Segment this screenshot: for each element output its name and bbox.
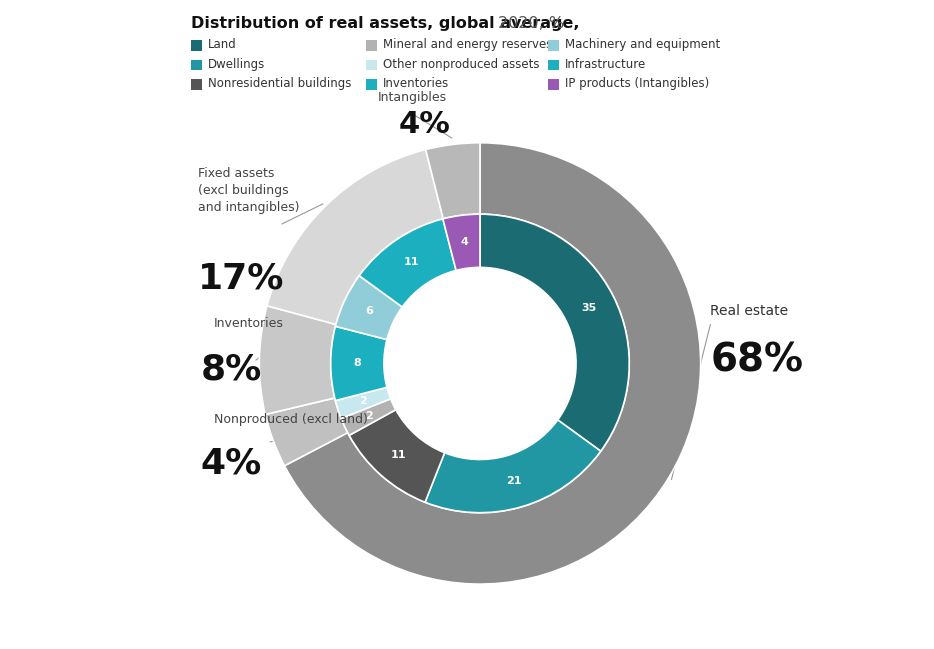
Wedge shape bbox=[443, 214, 480, 271]
Wedge shape bbox=[480, 214, 630, 451]
Text: 2: 2 bbox=[365, 411, 373, 421]
Wedge shape bbox=[426, 143, 480, 219]
Wedge shape bbox=[331, 326, 387, 400]
Wedge shape bbox=[285, 143, 700, 584]
FancyBboxPatch shape bbox=[366, 79, 376, 90]
Text: Machinery and equipment: Machinery and equipment bbox=[565, 38, 720, 51]
Text: Nonresidential buildings: Nonresidential buildings bbox=[208, 77, 351, 90]
Text: 4%: 4% bbox=[399, 110, 451, 140]
Wedge shape bbox=[360, 219, 456, 307]
Text: Dwellings: Dwellings bbox=[208, 58, 265, 71]
Text: Inventories: Inventories bbox=[383, 77, 449, 90]
FancyBboxPatch shape bbox=[548, 60, 559, 70]
Text: 35: 35 bbox=[582, 302, 597, 313]
Text: Other nonproduced assets: Other nonproduced assets bbox=[383, 58, 540, 71]
Text: 68%: 68% bbox=[711, 341, 803, 380]
Text: Intangibles: Intangibles bbox=[377, 91, 446, 104]
Text: Inventories: Inventories bbox=[214, 317, 284, 330]
Text: Infrastructure: Infrastructure bbox=[565, 58, 646, 71]
Text: 11: 11 bbox=[403, 257, 418, 267]
Text: Fixed assets
(excl buildings
and intangibles): Fixed assets (excl buildings and intangi… bbox=[198, 167, 299, 214]
Wedge shape bbox=[260, 306, 336, 415]
Text: 17%: 17% bbox=[198, 262, 284, 295]
Text: 11: 11 bbox=[391, 450, 406, 460]
Text: Distribution of real assets, global average,: Distribution of real assets, global aver… bbox=[191, 16, 580, 31]
Text: 4: 4 bbox=[460, 237, 469, 247]
Wedge shape bbox=[335, 276, 403, 339]
Text: Real estate: Real estate bbox=[711, 304, 788, 318]
Wedge shape bbox=[265, 398, 347, 466]
Text: 8: 8 bbox=[353, 358, 361, 369]
Wedge shape bbox=[425, 420, 601, 513]
Text: Nonproduced (excl land): Nonproduced (excl land) bbox=[214, 413, 368, 426]
FancyBboxPatch shape bbox=[191, 60, 202, 70]
Text: 2: 2 bbox=[360, 397, 367, 406]
Wedge shape bbox=[267, 149, 444, 324]
FancyBboxPatch shape bbox=[366, 60, 376, 70]
FancyBboxPatch shape bbox=[366, 40, 376, 51]
Circle shape bbox=[384, 267, 576, 459]
Text: Mineral and energy reserves: Mineral and energy reserves bbox=[383, 38, 553, 51]
FancyBboxPatch shape bbox=[548, 79, 559, 90]
FancyBboxPatch shape bbox=[191, 40, 202, 51]
Text: 8%: 8% bbox=[201, 352, 262, 386]
Text: 2020, %: 2020, % bbox=[493, 16, 564, 31]
Text: 6: 6 bbox=[365, 306, 373, 316]
FancyBboxPatch shape bbox=[191, 79, 202, 90]
Text: IP products (Intangibles): IP products (Intangibles) bbox=[565, 77, 709, 90]
Text: Land: Land bbox=[208, 38, 237, 51]
Text: 21: 21 bbox=[506, 476, 522, 486]
Text: 4%: 4% bbox=[201, 447, 262, 480]
FancyBboxPatch shape bbox=[548, 40, 559, 51]
Wedge shape bbox=[349, 410, 445, 502]
Wedge shape bbox=[341, 398, 396, 435]
Wedge shape bbox=[335, 387, 390, 419]
